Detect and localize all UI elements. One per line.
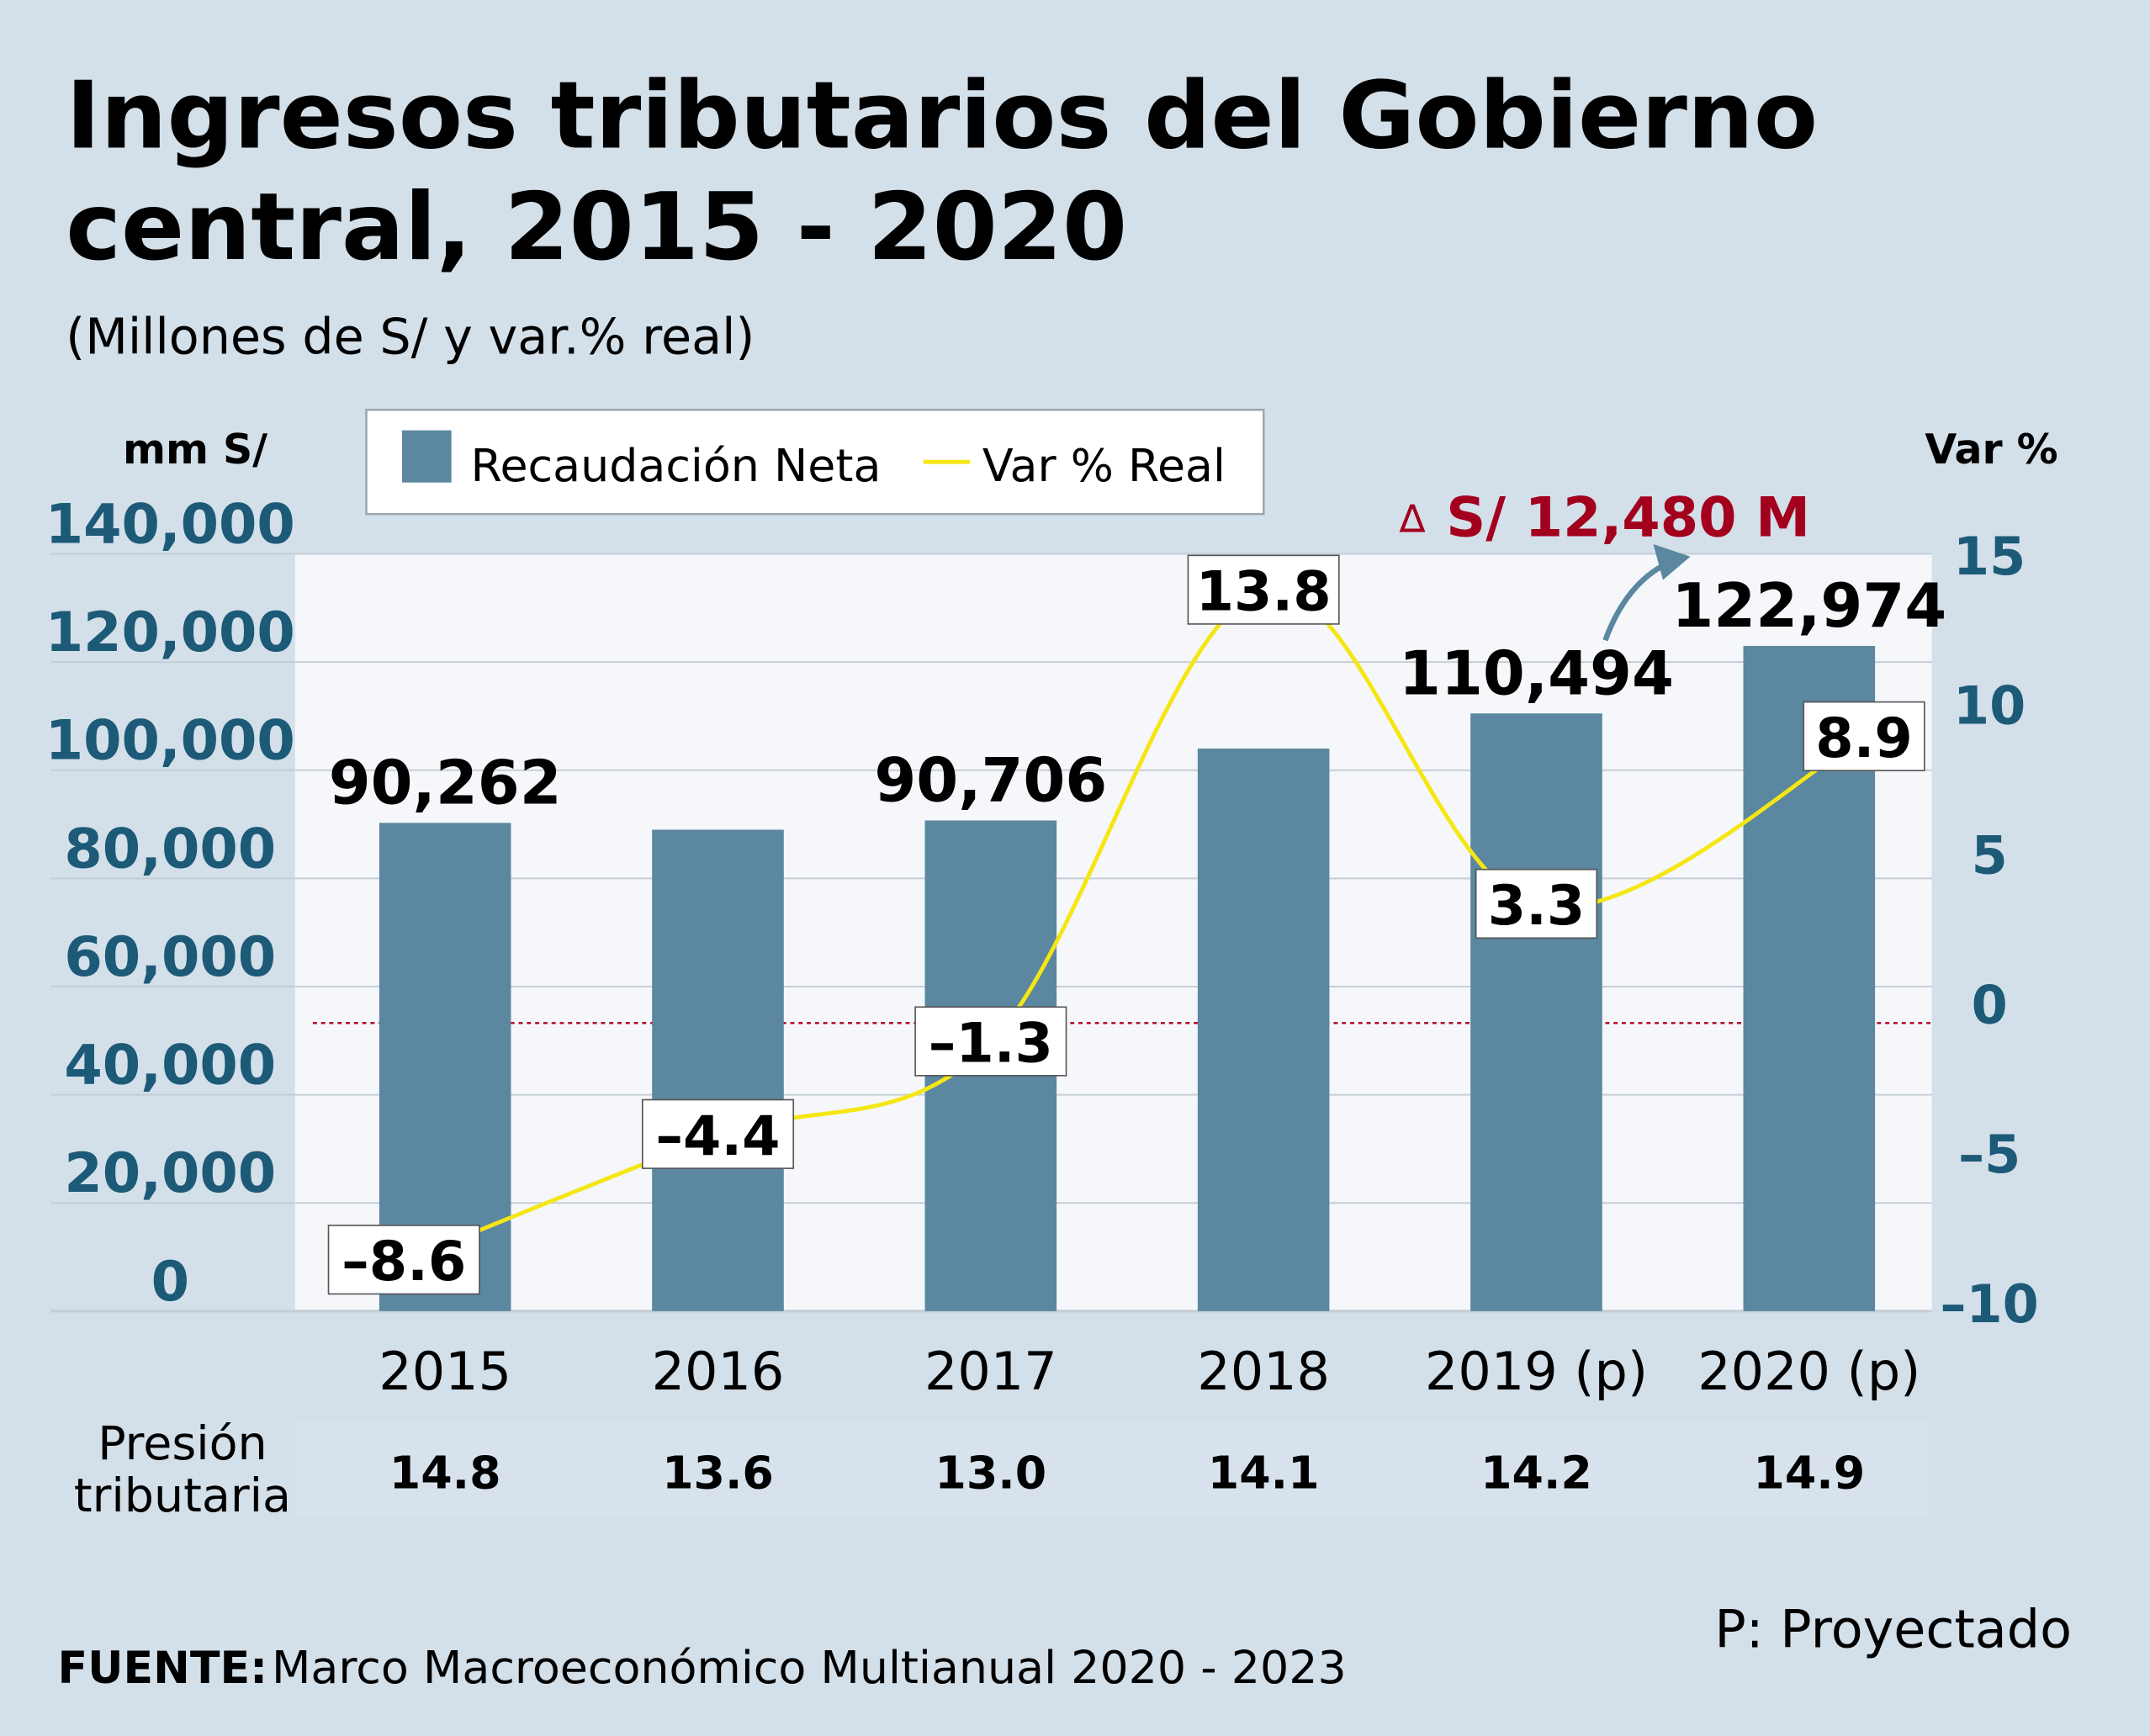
row-band [294, 1421, 1928, 1517]
line-data-label: –4.4 [641, 1098, 795, 1169]
line-data-label: –8.6 [327, 1225, 480, 1295]
chart-title-line-2: central, 2015 - 2020 [66, 173, 1127, 282]
bar-data-label: 90,706 [874, 745, 1107, 816]
line-data-label: 8.9 [1803, 701, 1925, 771]
x-tick-label: 2019 (p) [1425, 1341, 1648, 1402]
svg-text:–8.6: –8.6 [342, 1230, 466, 1294]
x-tick-label: 2018 [1197, 1341, 1330, 1402]
row-value: 14.9 [1753, 1446, 1865, 1499]
x-tick-label: 2016 [652, 1341, 785, 1402]
row-label-line-1: Presión [98, 1417, 267, 1471]
note: P: Proyectado [1714, 1598, 2072, 1659]
y-tick-right: 5 [1972, 825, 2008, 887]
annotation: ∆ S/ 12,480 M [1399, 485, 1810, 642]
bar-data-label: 122,974 [1671, 570, 1946, 641]
legend-swatch-bar [401, 430, 452, 483]
legend-label-line: Var % Real [982, 439, 1226, 492]
bar-2016 [652, 829, 784, 1311]
x-tick-label: 2017 [924, 1341, 1057, 1402]
legend-label-bar: Recaudación Neta [470, 439, 881, 492]
y-tick-right: 0 [1972, 974, 2008, 1035]
row-value: 14.2 [1480, 1446, 1592, 1499]
y-axis-right-label: Var % [1925, 426, 2057, 474]
source-label: FUENTE: [58, 1643, 267, 1694]
source-text: Marco Macroeconómico Multianual 2020 - 2… [272, 1641, 1347, 1694]
y-tick-left: 20,000 [64, 1141, 276, 1205]
chart-subtitle: (Millones de S/ y var.% real) [66, 307, 755, 365]
svg-text:13.8: 13.8 [1196, 560, 1332, 624]
x-tick-label: 2020 (p) [1697, 1341, 1920, 1402]
arrow-head-icon [1653, 544, 1691, 580]
bar-2018 [1197, 748, 1330, 1311]
y-tick-left: 120,000 [45, 601, 295, 664]
y-tick-left: 140,000 [45, 492, 295, 556]
x-tick-label: 2015 [379, 1341, 511, 1402]
svg-text:8.9: 8.9 [1815, 707, 1913, 770]
svg-text:–4.4: –4.4 [655, 1104, 780, 1168]
y-tick-left: 100,000 [45, 709, 295, 773]
row-value: 14.1 [1208, 1446, 1320, 1499]
y-axis-left-label: mm S/ [123, 426, 267, 474]
annotation-arrow [1602, 560, 1669, 642]
row-value: 13.0 [935, 1446, 1046, 1499]
y-tick-right: –10 [1941, 1273, 2039, 1335]
row-value: 13.6 [662, 1446, 774, 1499]
row-value: 14.8 [389, 1446, 501, 1499]
y-tick-left: 60,000 [64, 925, 276, 989]
y-tick-left: 40,000 [64, 1034, 276, 1098]
svg-text:–1.3: –1.3 [929, 1012, 1053, 1076]
y-tick-right: –5 [1958, 1124, 2020, 1185]
row-label-line-2: tributaria [74, 1469, 291, 1523]
bar-data-label: 110,494 [1399, 638, 1674, 708]
y-tick-left: 80,000 [64, 817, 276, 881]
bar-2019 (p) [1470, 713, 1602, 1311]
y-tick-right: 10 [1953, 675, 2026, 737]
svg-text:3.3: 3.3 [1488, 874, 1586, 938]
legend: Recaudación Neta Var % Real [365, 408, 1265, 516]
plot-area [294, 553, 1932, 1311]
y-tick-left: 0 [151, 1250, 189, 1314]
line-data-label: 13.8 [1187, 554, 1340, 625]
annotation-text: S/ 12,480 M [1446, 485, 1810, 549]
annotation-symbol: ∆ [1399, 496, 1426, 541]
y-tick-right: 15 [1953, 526, 2026, 587]
bar-data-label: 90,262 [329, 748, 562, 818]
line-data-label: 3.3 [1475, 868, 1598, 939]
chart-title-line-1: Ingresos tributarios del Gobierno [66, 62, 1818, 171]
line-data-label: –1.3 [914, 1006, 1067, 1077]
